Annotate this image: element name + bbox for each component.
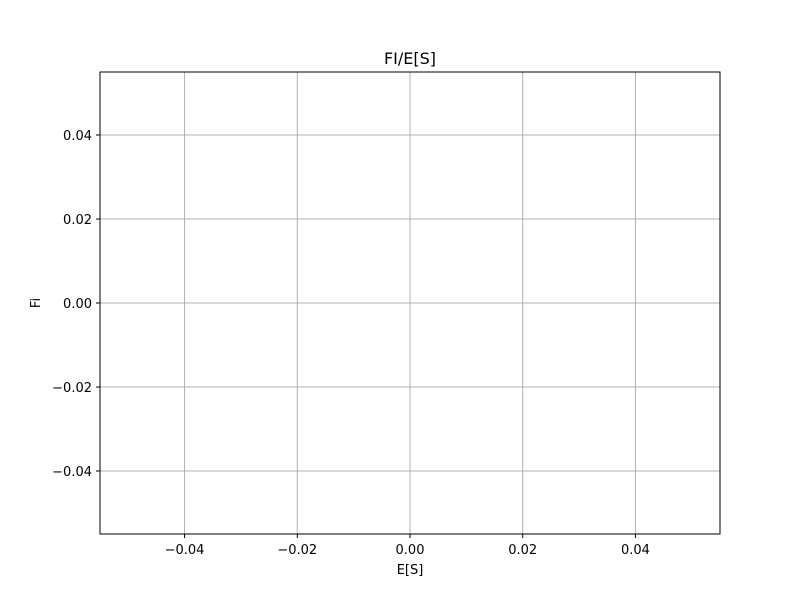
x-tick-label: 0.00 — [396, 543, 425, 558]
tick-layer: −0.04 −0.02 0.00 0.02 0.04 −0.04 −0.02 0.00 0.02… — [52, 129, 650, 558]
x-tick-label: 0.02 — [508, 543, 537, 558]
grid-layer — [100, 72, 720, 534]
y-tick-label: −0.02 — [52, 381, 92, 396]
y-tick-label: −0.04 — [52, 465, 92, 480]
x-tick-label: −0.04 — [165, 543, 205, 558]
y-tick-label: 0.02 — [63, 213, 92, 228]
x-axis-label: E[S] — [397, 563, 424, 578]
x-tick-label: 0.04 — [621, 543, 650, 558]
x-tick-label: −0.02 — [277, 543, 317, 558]
y-tick-label: 0.04 — [63, 129, 92, 144]
y-tick-label: 0.00 — [63, 297, 92, 312]
chart-title: FI/E[S] — [384, 49, 436, 68]
y-axis-label: Fi — [29, 298, 44, 308]
